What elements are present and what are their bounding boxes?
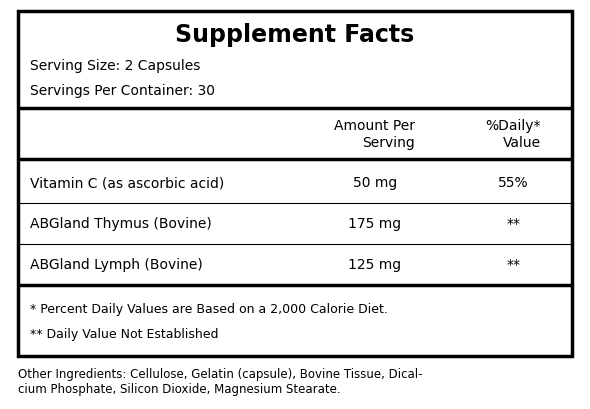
- Text: Serving Size: 2 Capsules: Serving Size: 2 Capsules: [30, 58, 200, 72]
- Text: **: **: [506, 217, 520, 231]
- Bar: [18, 12, 572, 356]
- Text: %Daily*
Value: %Daily* Value: [486, 119, 541, 149]
- Text: 175 mg: 175 mg: [348, 217, 401, 231]
- Text: Servings Per Container: 30: Servings Per Container: 30: [30, 84, 215, 98]
- Text: Amount Per
Serving: Amount Per Serving: [334, 119, 415, 149]
- Text: ** Daily Value Not Established: ** Daily Value Not Established: [30, 327, 218, 340]
- Text: ABGland Thymus (Bovine): ABGland Thymus (Bovine): [30, 217, 211, 231]
- Text: Vitamin C (as ascorbic acid): Vitamin C (as ascorbic acid): [30, 176, 224, 190]
- Text: ABGland Lymph (Bovine): ABGland Lymph (Bovine): [30, 258, 202, 272]
- Text: * Percent Daily Values are Based on a 2,000 Calorie Diet.: * Percent Daily Values are Based on a 2,…: [30, 302, 388, 315]
- Text: 55%: 55%: [498, 176, 529, 190]
- Text: Supplement Facts: Supplement Facts: [175, 23, 415, 47]
- Text: 125 mg: 125 mg: [348, 258, 401, 272]
- Text: Other Ingredients: Cellulose, Gelatin (capsule), Bovine Tissue, Dical-
cium Phos: Other Ingredients: Cellulose, Gelatin (c…: [18, 367, 422, 395]
- Text: **: **: [506, 258, 520, 272]
- Text: 50 mg: 50 mg: [352, 176, 396, 190]
